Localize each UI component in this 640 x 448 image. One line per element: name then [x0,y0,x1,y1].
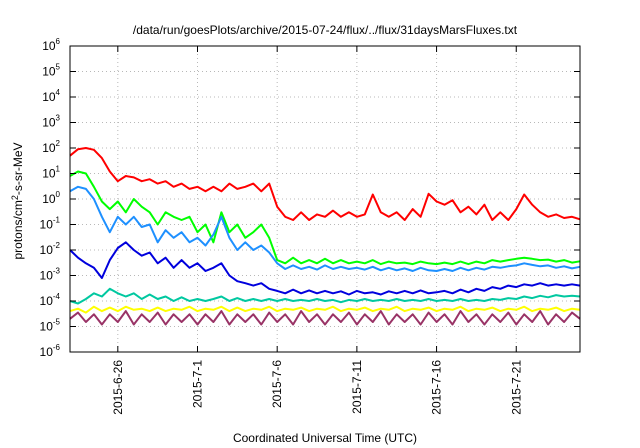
y-tick-exponent: -2 [53,241,61,250]
x-tick-label: 2015-7-21 [509,360,523,415]
y-tick-exponent: 1 [56,165,61,174]
series-line-3 [69,185,581,272]
series-line-5 [69,287,581,305]
y-tick-exponent: 3 [56,114,61,123]
y-tick-label: 10-4 [40,292,61,308]
y-tick-base: 10 [40,243,54,257]
y-tick-label: 101 [42,165,60,181]
x-tick-labels: 2015-6-26 2015-7-1 2015-7-6 2015-7-11 2015-7… [111,360,523,415]
grid-lines [70,46,580,352]
y-tick-label: 10-5 [40,318,61,334]
series-line-4 [69,241,581,296]
y-tick-label: 104 [42,88,60,104]
y-tick-labels: 10-610-510-410-310-210-11001011021031041… [40,37,61,359]
y-tick-exponent: -5 [53,318,61,327]
y-tick-exponent: 5 [56,63,61,72]
y-tick-exponent: 2 [56,139,61,148]
y-tick-base: 10 [42,167,56,181]
y-tick-exponent: -4 [53,292,61,301]
series-line-2 [69,170,581,266]
y-tick-base: 10 [42,90,56,104]
y-axis-label-sup: 2 [10,195,20,200]
series-lines [69,147,581,326]
y-axis-label-pre: protons/cm [11,200,25,259]
y-tick-base: 10 [40,218,54,232]
y-tick-base: 10 [42,141,56,155]
x-tick-label: 2015-7-11 [350,360,364,414]
y-tick-label: 10-3 [40,267,61,283]
series-line-6 [69,305,581,314]
y-tick-base: 10 [40,345,54,359]
y-tick-label: 10-1 [40,216,61,232]
y-tick-exponent: -3 [53,267,61,276]
x-tick-label: 2015-6-26 [111,360,125,415]
y-tick-label: 100 [42,190,60,206]
y-tick-label: 106 [42,37,60,53]
y-tick-label: 10-2 [40,241,61,257]
y-tick-exponent: 0 [56,190,61,199]
x-tick-label: 2015-7-6 [270,360,284,408]
y-tick-exponent: 6 [56,37,61,46]
series-line-1 [69,147,581,221]
x-tick-label: 2015-7-16 [430,360,444,415]
y-tick-base: 10 [40,269,54,283]
y-axis-label-post: -s-sr-MeV [11,142,25,195]
x-axis-label: Coordinated Universal Time (UTC) [233,431,417,445]
y-tick-base: 10 [42,116,56,130]
axis-ticks [70,45,580,353]
y-tick-label: 102 [42,139,60,155]
y-tick-label: 10-6 [40,343,61,359]
y-tick-label: 105 [42,63,60,79]
y-tick-exponent: -1 [53,216,61,225]
y-tick-base: 10 [42,65,56,79]
chart-title: /data/run/goesPlots/archive/2015-07-24/f… [133,23,518,37]
y-tick-base: 10 [40,320,54,334]
y-axis-label: protons/cm2-s-sr-MeV [10,142,25,259]
y-tick-base: 10 [42,39,56,53]
series-line-7 [69,310,581,326]
y-tick-exponent: 4 [56,88,61,97]
y-tick-base: 10 [40,294,54,308]
y-tick-label: 103 [42,114,60,130]
y-tick-exponent: -6 [53,343,61,352]
y-tick-base: 10 [42,192,56,206]
x-tick-label: 2015-7-1 [191,360,205,408]
